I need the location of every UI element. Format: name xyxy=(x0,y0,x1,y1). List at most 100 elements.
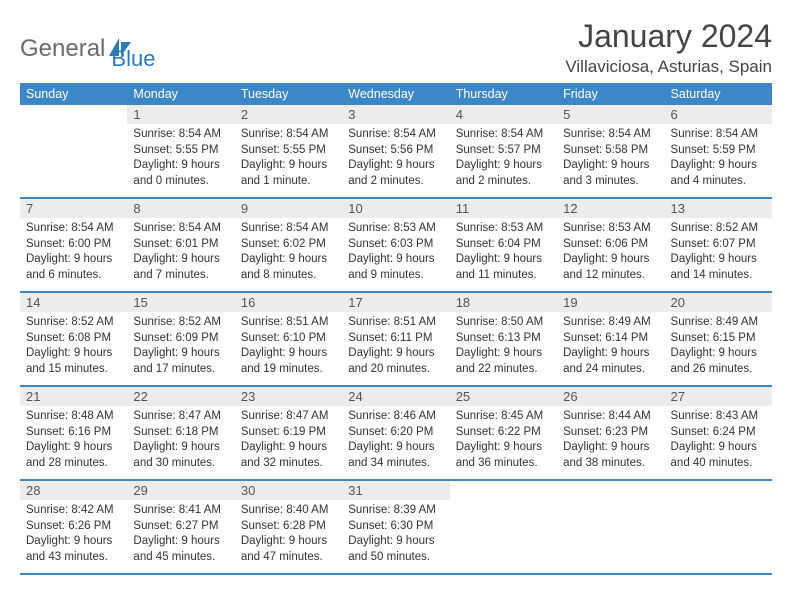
calendar-day-cell: 18Sunrise: 8:50 AMSunset: 6:13 PMDayligh… xyxy=(450,292,557,386)
day-details: Sunrise: 8:42 AMSunset: 6:26 PMDaylight:… xyxy=(20,500,127,573)
calendar-day-cell: 15Sunrise: 8:52 AMSunset: 6:09 PMDayligh… xyxy=(127,292,234,386)
day-details: Sunrise: 8:53 AMSunset: 6:04 PMDaylight:… xyxy=(450,218,557,291)
calendar-week-row: 14Sunrise: 8:52 AMSunset: 6:08 PMDayligh… xyxy=(20,292,772,386)
calendar-week-row: 7Sunrise: 8:54 AMSunset: 6:00 PMDaylight… xyxy=(20,198,772,292)
calendar-day-cell: 9Sunrise: 8:54 AMSunset: 6:02 PMDaylight… xyxy=(235,198,342,292)
day-details: Sunrise: 8:47 AMSunset: 6:18 PMDaylight:… xyxy=(127,406,234,479)
calendar-day-cell: 2Sunrise: 8:54 AMSunset: 5:55 PMDaylight… xyxy=(235,105,342,198)
calendar-day-cell: 8Sunrise: 8:54 AMSunset: 6:01 PMDaylight… xyxy=(127,198,234,292)
brand-name-blue: Blue xyxy=(111,46,155,72)
day-details: Sunrise: 8:53 AMSunset: 6:06 PMDaylight:… xyxy=(557,218,664,291)
day-details: Sunrise: 8:54 AMSunset: 6:00 PMDaylight:… xyxy=(20,218,127,291)
day-details: Sunrise: 8:54 AMSunset: 5:55 PMDaylight:… xyxy=(235,124,342,197)
calendar-day-cell: 29Sunrise: 8:41 AMSunset: 6:27 PMDayligh… xyxy=(127,480,234,574)
weekday-header: Tuesday xyxy=(235,83,342,105)
calendar-day-cell: 19Sunrise: 8:49 AMSunset: 6:14 PMDayligh… xyxy=(557,292,664,386)
calendar-day-cell: 12Sunrise: 8:53 AMSunset: 6:06 PMDayligh… xyxy=(557,198,664,292)
day-number: 29 xyxy=(127,481,234,500)
day-number: 31 xyxy=(342,481,449,500)
day-number: 10 xyxy=(342,199,449,218)
day-details: Sunrise: 8:44 AMSunset: 6:23 PMDaylight:… xyxy=(557,406,664,479)
day-number: 11 xyxy=(450,199,557,218)
calendar-day-cell: 1Sunrise: 8:54 AMSunset: 5:55 PMDaylight… xyxy=(127,105,234,198)
calendar-day-cell: 30Sunrise: 8:40 AMSunset: 6:28 PMDayligh… xyxy=(235,480,342,574)
calendar-day-cell: 22Sunrise: 8:47 AMSunset: 6:18 PMDayligh… xyxy=(127,386,234,480)
day-number: 20 xyxy=(665,293,772,312)
calendar-day-cell: . xyxy=(450,480,557,574)
day-number: 9 xyxy=(235,199,342,218)
day-details: Sunrise: 8:52 AMSunset: 6:07 PMDaylight:… xyxy=(665,218,772,291)
day-number: 8 xyxy=(127,199,234,218)
day-number: 15 xyxy=(127,293,234,312)
day-number: 19 xyxy=(557,293,664,312)
day-number: 27 xyxy=(665,387,772,406)
day-details: Sunrise: 8:52 AMSunset: 6:08 PMDaylight:… xyxy=(20,312,127,385)
calendar-day-cell: . xyxy=(665,480,772,574)
day-details: Sunrise: 8:46 AMSunset: 6:20 PMDaylight:… xyxy=(342,406,449,479)
day-details: Sunrise: 8:54 AMSunset: 6:01 PMDaylight:… xyxy=(127,218,234,291)
day-details: Sunrise: 8:52 AMSunset: 6:09 PMDaylight:… xyxy=(127,312,234,385)
day-details: Sunrise: 8:49 AMSunset: 6:15 PMDaylight:… xyxy=(665,312,772,385)
day-number: 13 xyxy=(665,199,772,218)
calendar-day-cell: . xyxy=(557,480,664,574)
calendar-day-cell: 24Sunrise: 8:46 AMSunset: 6:20 PMDayligh… xyxy=(342,386,449,480)
calendar-day-cell: 23Sunrise: 8:47 AMSunset: 6:19 PMDayligh… xyxy=(235,386,342,480)
day-details: Sunrise: 8:45 AMSunset: 6:22 PMDaylight:… xyxy=(450,406,557,479)
calendar-day-cell: 6Sunrise: 8:54 AMSunset: 5:59 PMDaylight… xyxy=(665,105,772,198)
calendar-day-cell: 13Sunrise: 8:52 AMSunset: 6:07 PMDayligh… xyxy=(665,198,772,292)
day-number: 23 xyxy=(235,387,342,406)
day-number: 30 xyxy=(235,481,342,500)
calendar-day-cell: 20Sunrise: 8:49 AMSunset: 6:15 PMDayligh… xyxy=(665,292,772,386)
weekday-header: Friday xyxy=(557,83,664,105)
day-details: Sunrise: 8:47 AMSunset: 6:19 PMDaylight:… xyxy=(235,406,342,479)
calendar-day-cell: 10Sunrise: 8:53 AMSunset: 6:03 PMDayligh… xyxy=(342,198,449,292)
calendar-day-cell: 26Sunrise: 8:44 AMSunset: 6:23 PMDayligh… xyxy=(557,386,664,480)
day-number: 3 xyxy=(342,105,449,124)
calendar-week-row: 21Sunrise: 8:48 AMSunset: 6:16 PMDayligh… xyxy=(20,386,772,480)
calendar-day-cell: 25Sunrise: 8:45 AMSunset: 6:22 PMDayligh… xyxy=(450,386,557,480)
day-details: Sunrise: 8:54 AMSunset: 5:55 PMDaylight:… xyxy=(127,124,234,197)
day-details: Sunrise: 8:48 AMSunset: 6:16 PMDaylight:… xyxy=(20,406,127,479)
day-number: 16 xyxy=(235,293,342,312)
calendar-day-cell: 16Sunrise: 8:51 AMSunset: 6:10 PMDayligh… xyxy=(235,292,342,386)
calendar-day-cell: 28Sunrise: 8:42 AMSunset: 6:26 PMDayligh… xyxy=(20,480,127,574)
calendar-day-cell: . xyxy=(20,105,127,198)
calendar-day-cell: 31Sunrise: 8:39 AMSunset: 6:30 PMDayligh… xyxy=(342,480,449,574)
day-details: Sunrise: 8:54 AMSunset: 6:02 PMDaylight:… xyxy=(235,218,342,291)
calendar-day-cell: 11Sunrise: 8:53 AMSunset: 6:04 PMDayligh… xyxy=(450,198,557,292)
day-number: 28 xyxy=(20,481,127,500)
day-details: Sunrise: 8:54 AMSunset: 5:57 PMDaylight:… xyxy=(450,124,557,197)
day-number: 5 xyxy=(557,105,664,124)
calendar-day-cell: 7Sunrise: 8:54 AMSunset: 6:00 PMDaylight… xyxy=(20,198,127,292)
day-details: Sunrise: 8:54 AMSunset: 5:56 PMDaylight:… xyxy=(342,124,449,197)
day-details: Sunrise: 8:50 AMSunset: 6:13 PMDaylight:… xyxy=(450,312,557,385)
calendar-day-cell: 21Sunrise: 8:48 AMSunset: 6:16 PMDayligh… xyxy=(20,386,127,480)
weekday-header: Saturday xyxy=(665,83,772,105)
day-details: Sunrise: 8:51 AMSunset: 6:10 PMDaylight:… xyxy=(235,312,342,385)
day-number: 14 xyxy=(20,293,127,312)
day-details: Sunrise: 8:54 AMSunset: 5:59 PMDaylight:… xyxy=(665,124,772,197)
day-number: 26 xyxy=(557,387,664,406)
day-number: 7 xyxy=(20,199,127,218)
day-number: 2 xyxy=(235,105,342,124)
weekday-header: Monday xyxy=(127,83,234,105)
day-number: 12 xyxy=(557,199,664,218)
day-number: 6 xyxy=(665,105,772,124)
day-number: 25 xyxy=(450,387,557,406)
day-number: 18 xyxy=(450,293,557,312)
day-number: 17 xyxy=(342,293,449,312)
brand-name-gray: General xyxy=(20,35,105,63)
calendar-day-cell: 17Sunrise: 8:51 AMSunset: 6:11 PMDayligh… xyxy=(342,292,449,386)
day-number: 22 xyxy=(127,387,234,406)
weekday-header-row: Sunday Monday Tuesday Wednesday Thursday… xyxy=(20,83,772,105)
weekday-header: Sunday xyxy=(20,83,127,105)
day-number: 21 xyxy=(20,387,127,406)
brand-logo: General Blue xyxy=(20,26,155,72)
day-details: Sunrise: 8:43 AMSunset: 6:24 PMDaylight:… xyxy=(665,406,772,479)
day-details: Sunrise: 8:53 AMSunset: 6:03 PMDaylight:… xyxy=(342,218,449,291)
calendar-day-cell: 5Sunrise: 8:54 AMSunset: 5:58 PMDaylight… xyxy=(557,105,664,198)
day-details: Sunrise: 8:49 AMSunset: 6:14 PMDaylight:… xyxy=(557,312,664,385)
day-details: Sunrise: 8:41 AMSunset: 6:27 PMDaylight:… xyxy=(127,500,234,573)
calendar-day-cell: 27Sunrise: 8:43 AMSunset: 6:24 PMDayligh… xyxy=(665,386,772,480)
calendar-table: Sunday Monday Tuesday Wednesday Thursday… xyxy=(20,83,772,575)
